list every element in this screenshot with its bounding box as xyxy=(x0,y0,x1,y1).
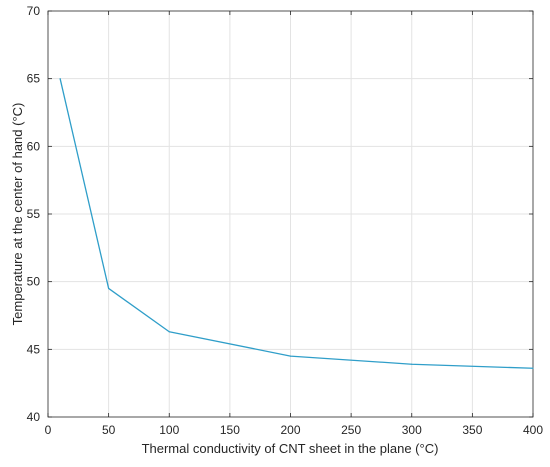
grid-lines xyxy=(48,11,533,417)
y-tick-label: 45 xyxy=(27,342,41,356)
x-tick-label: 0 xyxy=(45,423,52,437)
data-point xyxy=(289,355,292,357)
series-line-1 xyxy=(59,78,534,369)
x-tick-label: 350 xyxy=(462,423,482,437)
x-tick-label: 200 xyxy=(280,423,300,437)
x-tick-label: 150 xyxy=(220,423,240,437)
data-point xyxy=(59,78,61,80)
y-axis-ticks: 40 45 50 55 60 65 70 xyxy=(27,4,533,424)
y-tick-label: 40 xyxy=(27,410,41,424)
x-tick-label: 100 xyxy=(159,423,179,437)
y-tick-label: 55 xyxy=(27,207,41,221)
x-tick-label: 400 xyxy=(523,423,543,437)
data-point xyxy=(532,367,534,369)
y-tick-label: 60 xyxy=(27,139,41,153)
data-point xyxy=(108,287,110,290)
data-point xyxy=(411,363,413,365)
y-axis-label: Temperature at the center of hand (°C) xyxy=(10,103,25,326)
x-axis-ticks: 0 50 100 150 200 250 300 350 400 xyxy=(45,11,543,437)
data-point xyxy=(168,331,170,333)
x-axis-label: Thermal conductivity of CNT sheet in the… xyxy=(142,441,439,456)
x-tick-label: 250 xyxy=(341,423,361,437)
y-tick-label: 65 xyxy=(27,72,41,86)
x-tick-label: 50 xyxy=(102,423,116,437)
series-group xyxy=(59,78,534,369)
y-tick-label: 50 xyxy=(27,275,41,289)
y-tick-label: 70 xyxy=(27,4,41,18)
x-tick-label: 300 xyxy=(402,423,422,437)
